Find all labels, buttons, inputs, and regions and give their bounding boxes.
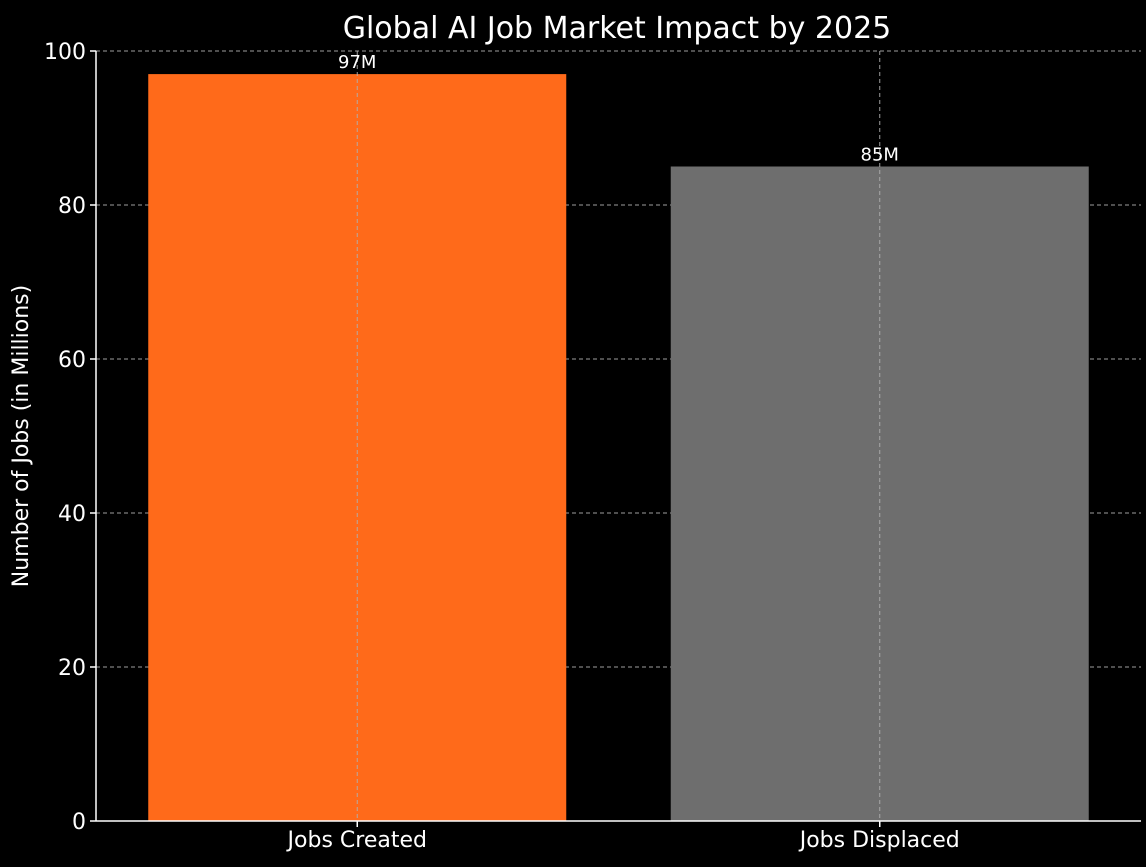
chart-title: Global AI Job Market Impact by 2025 xyxy=(343,11,892,46)
y-tick-label: 60 xyxy=(58,348,86,373)
y-tick-label: 40 xyxy=(58,502,86,527)
x-tick-label: Jobs Created xyxy=(286,828,427,853)
y-tick-label: 20 xyxy=(58,656,86,681)
y-tick-label: 80 xyxy=(58,194,86,219)
x-tick-label: Jobs Displaced xyxy=(798,828,960,853)
data-label: 85M xyxy=(861,145,899,166)
y-tick-label: 0 xyxy=(72,810,86,835)
axes xyxy=(95,51,1141,822)
data-labels: 97M 85M xyxy=(338,52,899,165)
bars xyxy=(148,74,1089,822)
y-axis-label: Number of Jobs (in Millions) xyxy=(9,285,34,587)
y-tick-label: 100 xyxy=(44,40,86,65)
vertical-grid-lines xyxy=(356,51,881,821)
data-label: 97M xyxy=(338,52,376,73)
tick-labels: 0 20 40 60 80 100 Jobs Created Jobs Displaced xyxy=(44,40,960,853)
